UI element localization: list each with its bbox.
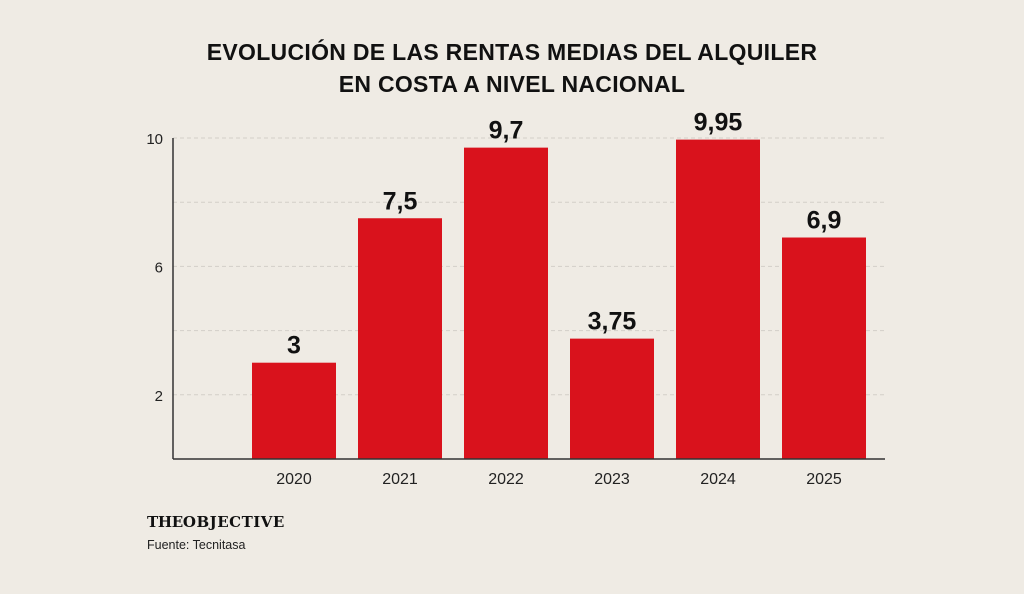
x-tick-label: 2021 xyxy=(382,471,418,488)
y-tick-label: 6 xyxy=(155,259,163,276)
data-label: 3,75 xyxy=(588,308,637,336)
bar xyxy=(358,218,442,459)
bar xyxy=(676,139,760,460)
x-tick-label: 2022 xyxy=(488,471,524,488)
data-label: 9,95 xyxy=(694,109,743,137)
x-tick-label: 2024 xyxy=(700,471,736,488)
chart-title: EVOLUCIÓN DE LAS RENTAS MEDIAS DEL ALQUI… xyxy=(0,36,1024,100)
x-tick-label: 2023 xyxy=(594,471,630,488)
bar xyxy=(782,237,866,459)
source-note: Fuente: Tecnitasa xyxy=(147,538,246,552)
bar xyxy=(464,147,548,459)
data-label: 7,5 xyxy=(383,187,418,215)
x-tick-label: 2020 xyxy=(276,471,312,488)
x-tick-label: 2025 xyxy=(806,471,842,488)
title-line-1: EVOLUCIÓN DE LAS RENTAS MEDIAS DEL ALQUI… xyxy=(206,39,818,65)
data-label: 6,9 xyxy=(807,207,842,235)
brand-logo: THEOBJECTIVE xyxy=(147,513,285,531)
data-label: 9,7 xyxy=(489,117,524,145)
bar xyxy=(570,338,654,459)
brand-part-1: THE xyxy=(147,513,183,531)
data-label: 3 xyxy=(287,332,301,360)
y-tick-label: 2 xyxy=(155,388,163,405)
brand-part-2: OBJECTIVE xyxy=(182,513,285,531)
y-tick-label: 10 xyxy=(146,131,163,148)
title-line-2: EN COSTA A NIVEL NACIONAL xyxy=(338,71,686,97)
bar xyxy=(252,362,336,459)
